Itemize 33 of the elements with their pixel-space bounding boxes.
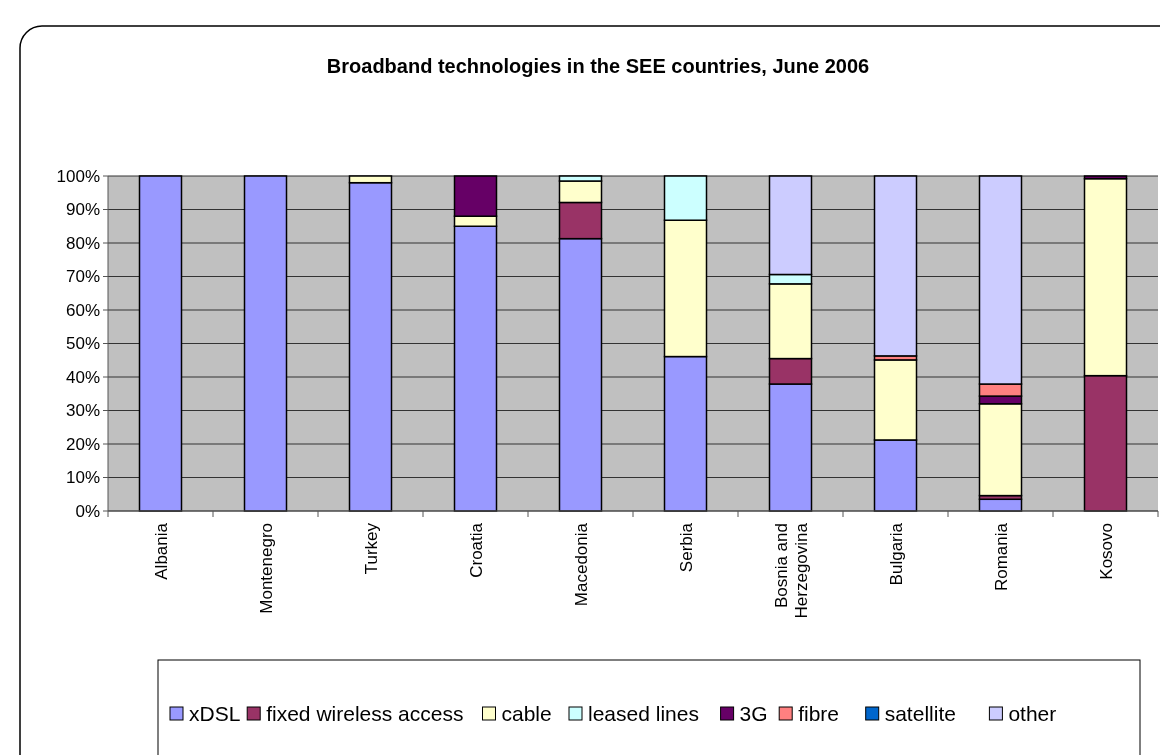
legend-label: xDSL (189, 702, 241, 726)
chart-title: Broadband technologies in the SEE countries, June 2006 (326, 55, 870, 77)
x-tick-label: Kosovo (1096, 523, 1116, 580)
legend-label: fibre (798, 702, 840, 726)
y-tick-label: 100% (56, 166, 100, 186)
bar (243, 175, 288, 512)
y-tick-label: 70% (65, 267, 100, 287)
x-tick-label: Turkey (361, 522, 381, 575)
y-tick-label: 80% (65, 233, 100, 253)
legend-label: leased lines (588, 702, 699, 726)
y-tick-label: 90% (65, 200, 100, 220)
x-tick-label: Albania (151, 522, 171, 580)
y-tick-label: 40% (65, 367, 100, 387)
x-tick-label: Bulgaria (886, 522, 906, 586)
legend-label: other (1008, 702, 1057, 726)
bar (138, 175, 183, 512)
y-tick-label: 20% (65, 434, 100, 454)
bar (873, 175, 918, 357)
x-tick-label: Macedonia (571, 522, 591, 607)
x-tick-label: Serbia (676, 522, 696, 573)
legend-label: 3G (739, 702, 768, 726)
legend-label: cable (501, 702, 552, 726)
legend-label: satellite (884, 702, 956, 726)
x-tick-label: Montenegro (256, 523, 276, 614)
legend-label: fixed wireless access (266, 702, 464, 726)
y-tick-label: 0% (75, 501, 100, 521)
y-tick-label: 50% (65, 334, 100, 354)
y-tick-label: 30% (65, 401, 100, 421)
x-tick-label: Romania (991, 522, 1011, 592)
y-tick-label: 60% (65, 300, 100, 320)
x-tick-label: Bosnia and Herzegovina (771, 522, 811, 619)
y-tick-label: 10% (65, 468, 100, 488)
x-tick-label: Croatia (466, 522, 486, 578)
